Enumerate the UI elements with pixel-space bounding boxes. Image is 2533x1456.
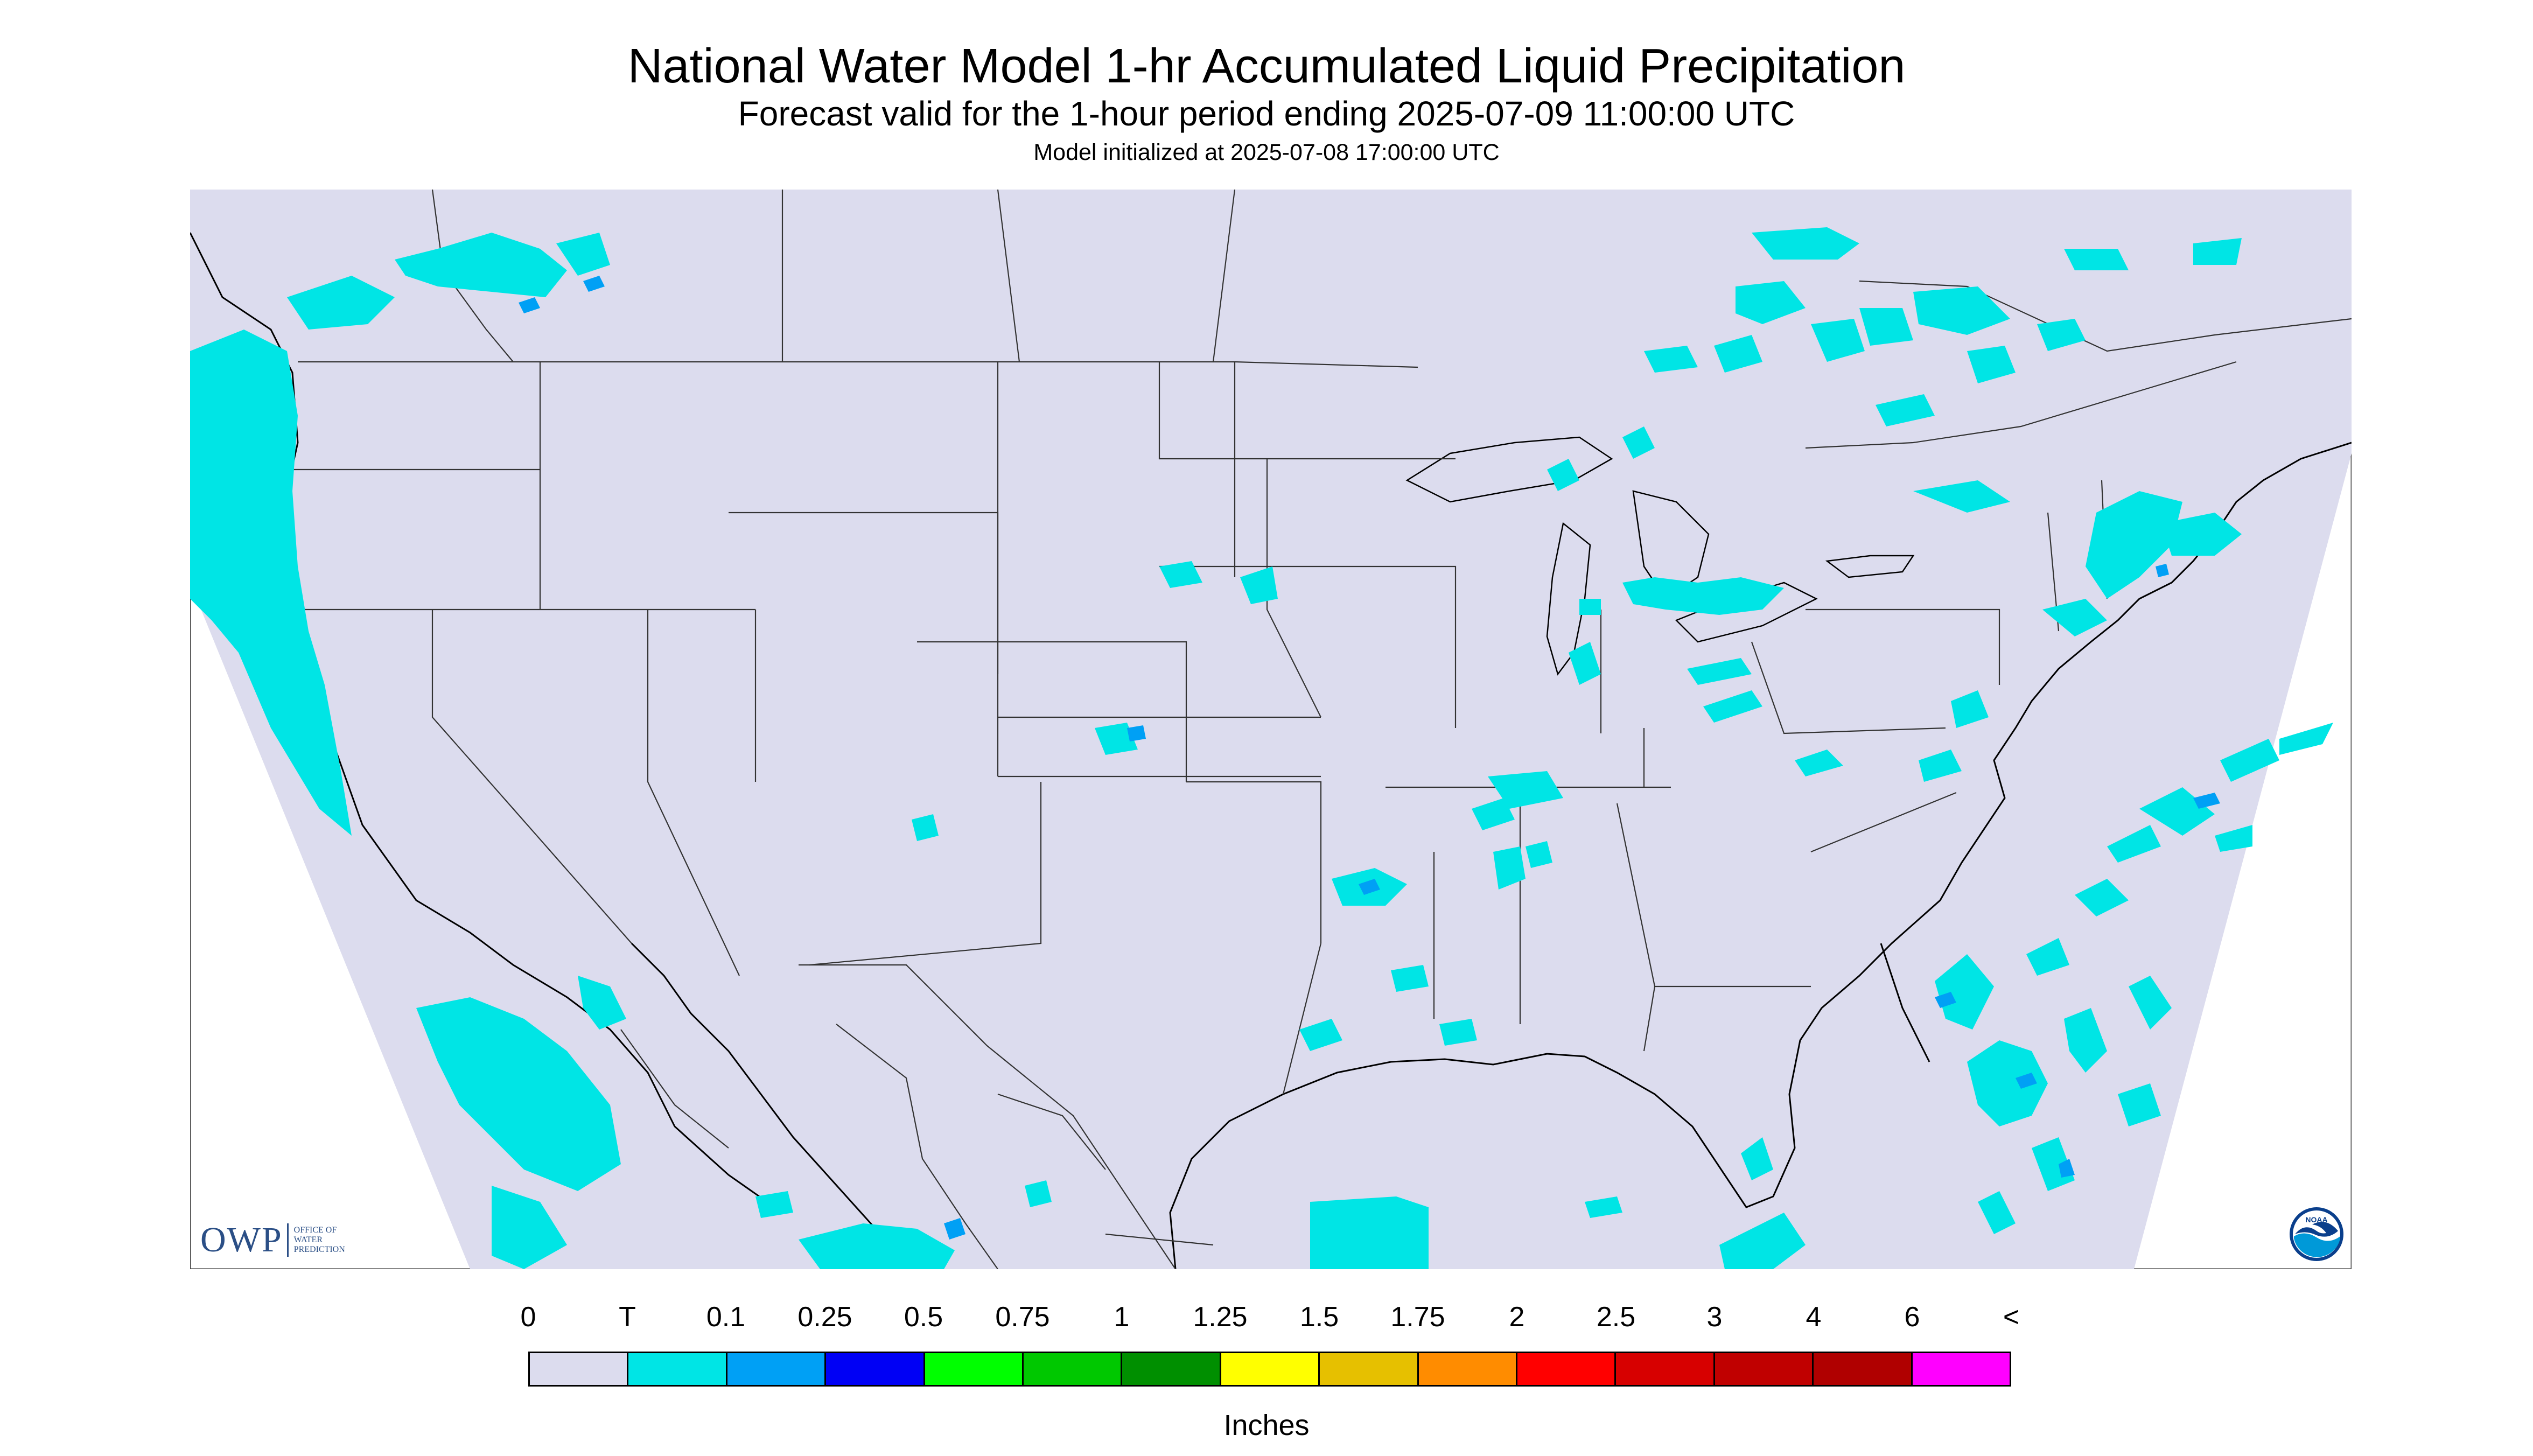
legend-swatch (1814, 1353, 1913, 1385)
noaa-logo-icon: NOAA (2290, 1207, 2343, 1261)
legend-swatch (1221, 1353, 1320, 1385)
legend-tick-label: 1.75 (1390, 1301, 1445, 1333)
legend-tick-label: 1.25 (1193, 1301, 1248, 1333)
legend-swatch (1418, 1353, 1518, 1385)
legend-units-label: Inches (1223, 1409, 1310, 1441)
legend-color-bar (528, 1352, 2011, 1387)
legend-swatch (1715, 1353, 1814, 1385)
legend-swatch (826, 1353, 925, 1385)
legend-tick-label: 1 (1114, 1301, 1130, 1333)
legend-tick-label: 0.25 (797, 1301, 852, 1333)
map-domain (190, 190, 2352, 1269)
legend-swatch (727, 1353, 827, 1385)
owp-logo: OWP OFFICE OF WATER PREDICTION (200, 1221, 345, 1259)
legend-tick-label: 0 (520, 1301, 536, 1333)
legend-swatch (1320, 1353, 1419, 1385)
legend-swatch (1616, 1353, 1715, 1385)
noaa-logo-text: NOAA (2305, 1215, 2327, 1224)
legend-swatch (628, 1353, 727, 1385)
state-borders (282, 361, 2108, 1269)
owp-logo-line: WATER (293, 1235, 323, 1244)
legend-tick-label: 2 (1509, 1301, 1525, 1333)
owp-logo-divider (286, 1223, 289, 1257)
country-border-north (431, 190, 2352, 449)
chart-title: National Water Model 1-hr Accumulated Li… (627, 39, 1906, 93)
legend-swatch (925, 1353, 1024, 1385)
legend-tick-label: 0.75 (995, 1301, 1050, 1333)
forecast-valid-line: Forecast valid for the 1-hour period end… (738, 94, 1795, 133)
legend-swatch (1122, 1353, 1221, 1385)
legend-tick-label: 1.5 (1299, 1301, 1339, 1333)
legend-tick-label: 0.1 (706, 1301, 746, 1333)
owp-logo-text: OFFICE OF WATER PREDICTION (294, 1226, 345, 1255)
legend-swatch (1912, 1353, 2010, 1385)
legend-swatch (1024, 1353, 1123, 1385)
legend-tick-label: 3 (1706, 1301, 1723, 1333)
owp-logo-mark: OWP (200, 1220, 283, 1259)
precipitation-light-areas (519, 276, 2220, 1240)
precipitation-trace-areas (190, 227, 2333, 1269)
legend-tick-label: T (619, 1301, 636, 1333)
legend-tick-label: 6 (1904, 1301, 1920, 1333)
owp-logo-line: PREDICTION (293, 1245, 345, 1254)
great-lakes (1405, 436, 1915, 676)
legend-tick-label: 4 (1806, 1301, 1822, 1333)
legend-tick-label: < (2003, 1301, 2020, 1333)
owp-logo-line: OFFICE OF (293, 1226, 337, 1235)
coastlines (190, 232, 2352, 1269)
legend-tick-label: 2.5 (1596, 1301, 1636, 1333)
precipitation-map (190, 190, 2352, 1269)
legend-swatch (530, 1353, 629, 1385)
legend-tick-label: 0.5 (904, 1301, 943, 1333)
model-init-line: Model initialized at 2025-07-08 17:00:00… (1033, 139, 1500, 165)
mexico-borders (620, 1024, 1214, 1269)
legend-swatch (1517, 1353, 1617, 1385)
